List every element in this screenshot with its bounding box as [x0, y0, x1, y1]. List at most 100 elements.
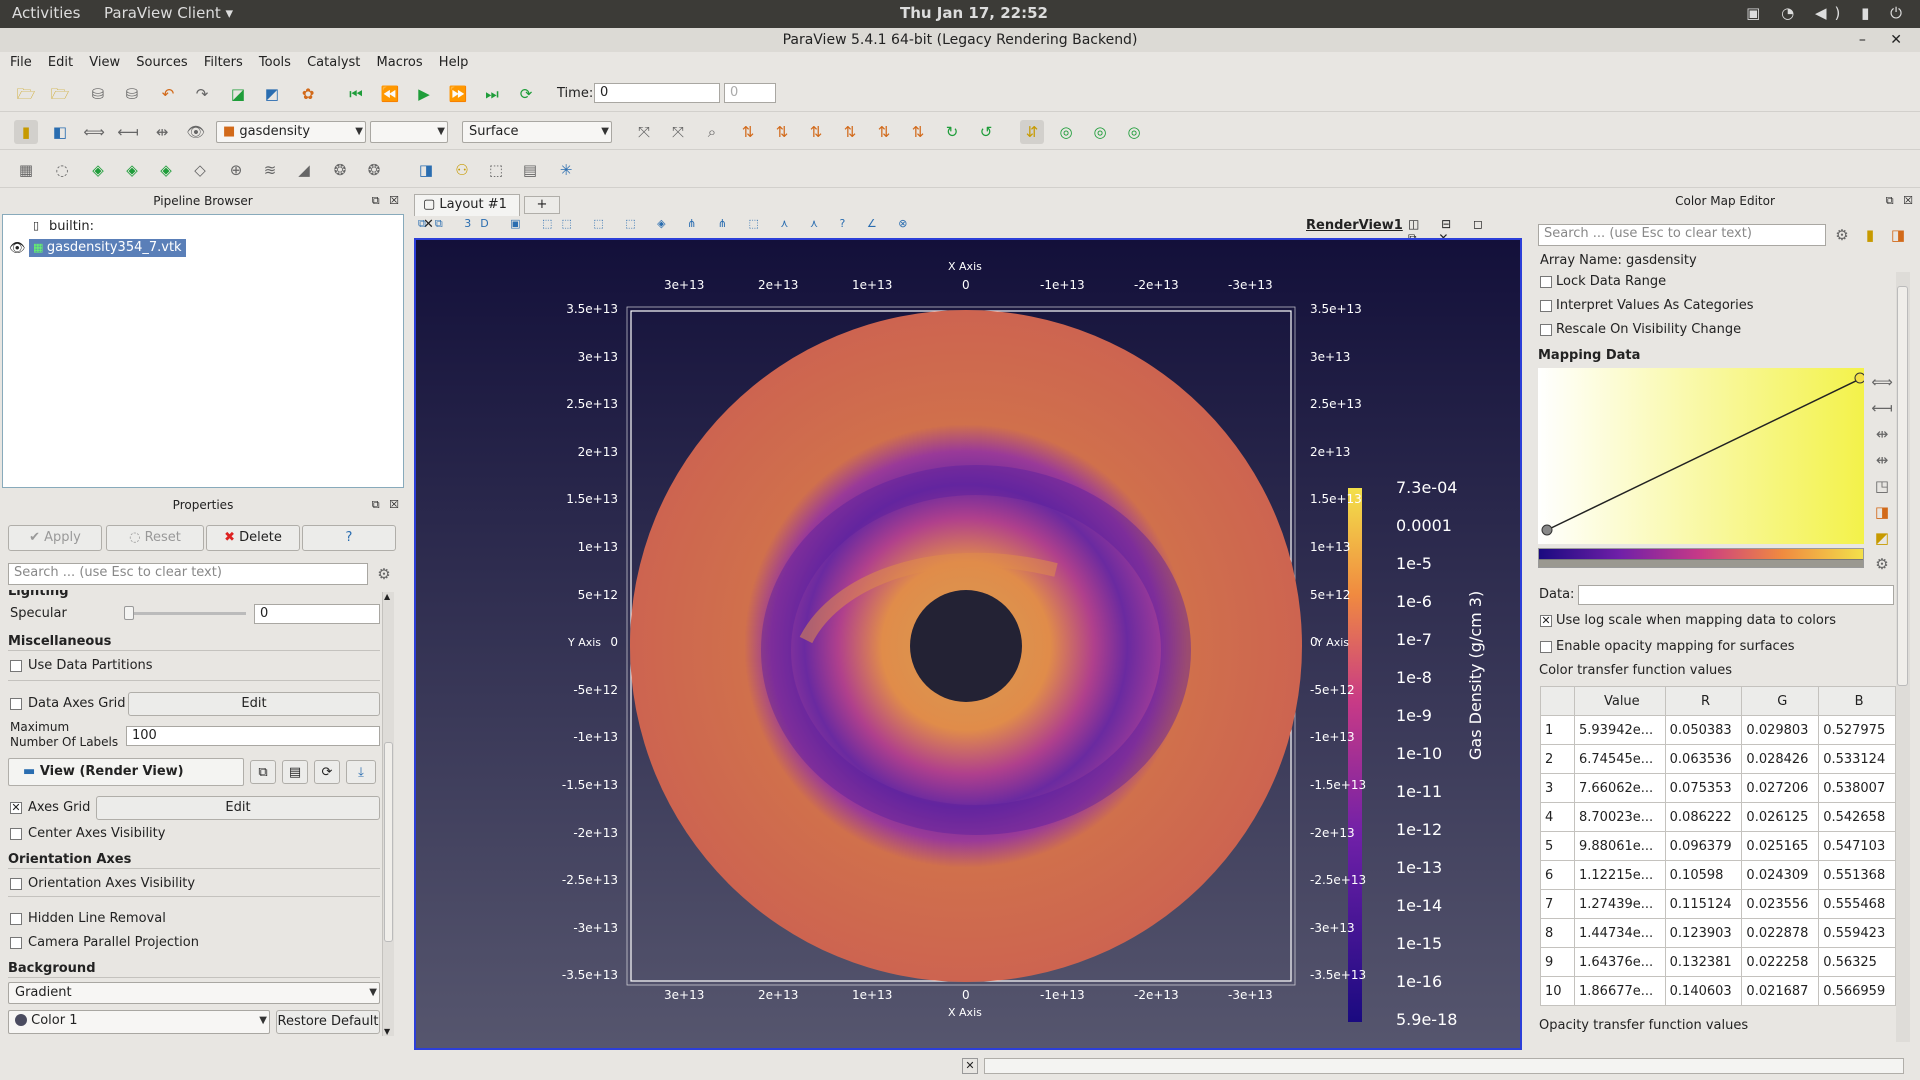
- value-cell[interactable]: 8.70023e...: [1574, 802, 1666, 832]
- panel-float-close-icons[interactable]: ⧉ ☒: [1885, 194, 1916, 207]
- r-cell[interactable]: 0.063536: [1664, 744, 1743, 774]
- categories-checkbox[interactable]: [1540, 300, 1552, 312]
- center-pick-icon[interactable]: ◎: [1059, 123, 1073, 141]
- scroll-thumb[interactable]: [1897, 286, 1908, 686]
- app-menu[interactable]: ParaView Client ▾: [104, 4, 234, 22]
- disconnect-icon[interactable]: ⛁: [125, 85, 139, 103]
- next-frame-icon[interactable]: ⏩: [448, 85, 468, 103]
- g-cell[interactable]: 0.029803: [1741, 715, 1820, 745]
- axes-grid-edit-button[interactable]: Edit: [96, 796, 380, 820]
- specular-slider[interactable]: [124, 606, 246, 620]
- advanced-gear-icon[interactable]: ⚙: [1875, 555, 1889, 573]
- restore-icon[interactable]: ⟳: [314, 760, 340, 784]
- warp-icon[interactable]: ◢: [298, 161, 310, 179]
- b-cell[interactable]: 0.551368: [1818, 860, 1896, 890]
- table-row[interactable]: 9 1.64376e... 0.132381 0.022258 0.56325: [1540, 947, 1896, 977]
- properties-search-input[interactable]: Search ... (use Esc to clear text): [8, 563, 368, 585]
- value-cell[interactable]: 9.88061e...: [1574, 831, 1666, 861]
- first-frame-icon[interactable]: ⏮: [349, 85, 363, 103]
- g-cell[interactable]: 0.022878: [1741, 918, 1820, 948]
- properties-scrollbar[interactable]: ▲ ▼: [382, 592, 394, 1036]
- column-header[interactable]: G: [1741, 686, 1820, 716]
- slider-handle[interactable]: [124, 606, 134, 620]
- undo-icon[interactable]: ↶: [161, 85, 175, 103]
- rescale-visible-range-icon[interactable]: ⇹: [1875, 451, 1889, 469]
- pipeline-root[interactable]: builtin:: [49, 219, 95, 234]
- rescale-custom-range-icon[interactable]: ⟻: [1871, 399, 1893, 417]
- value-cell[interactable]: 1.44734e...: [1574, 918, 1666, 948]
- representation-select[interactable]: Surface ▼: [462, 121, 612, 143]
- background-select[interactable]: Gradient ▼: [8, 982, 380, 1004]
- system-tray[interactable]: ▣ ◔ ◀) ▮ ⏻: [1746, 4, 1910, 22]
- g-cell[interactable]: 0.021687: [1741, 976, 1820, 1006]
- stream-tracer-icon[interactable]: ≋: [263, 161, 277, 179]
- save-default-icon[interactable]: ⤓: [346, 760, 376, 784]
- scroll-up-icon[interactable]: ▲: [384, 592, 391, 601]
- clip-icon[interactable]: ◈: [92, 161, 104, 179]
- cmap-scrollbar[interactable]: [1896, 272, 1910, 1042]
- lock-range-checkbox[interactable]: [1540, 276, 1552, 288]
- apply-button[interactable]: ✔ Apply: [8, 525, 102, 551]
- max-labels-input[interactable]: 100: [126, 726, 380, 746]
- value-cell[interactable]: 1.64376e...: [1574, 947, 1666, 977]
- data-axes-grid-checkbox[interactable]: [10, 698, 22, 710]
- b-cell[interactable]: 0.559423: [1818, 918, 1896, 948]
- r-cell[interactable]: 0.075353: [1664, 773, 1743, 803]
- column-header[interactable]: B: [1818, 686, 1896, 716]
- cmap-search-input[interactable]: Search ... (use Esc to clear text): [1538, 224, 1826, 246]
- menu-filters[interactable]: Filters: [203, 55, 243, 70]
- table-row[interactable]: 2 6.74545e... 0.063536 0.028426 0.533124: [1540, 744, 1896, 774]
- color-array-select[interactable]: ■ gasdensity ▼: [216, 121, 366, 143]
- value-cell[interactable]: 7.66062e...: [1574, 773, 1666, 803]
- use-partitions-checkbox[interactable]: [10, 660, 22, 672]
- rotate-plus-90-icon[interactable]: ↻: [945, 123, 959, 141]
- gear-icon[interactable]: ⚙: [1835, 226, 1849, 244]
- snowflake-icon[interactable]: ✳: [559, 161, 573, 179]
- specular-input[interactable]: 0: [254, 604, 380, 624]
- histogram-icon[interactable]: ▤: [522, 161, 538, 179]
- group-icon[interactable]: ❂: [333, 161, 347, 179]
- clock[interactable]: Thu Jan 17, 22:52: [900, 4, 1048, 22]
- paste-icon[interactable]: ▤: [282, 760, 308, 784]
- view-minus-y-icon[interactable]: ⇅: [843, 123, 857, 141]
- view-minus-z-icon[interactable]: ⇅: [911, 123, 925, 141]
- palette-icon[interactable]: ✿: [301, 85, 315, 103]
- color-transfer-table[interactable]: Value R G B 1 5.93942e... 0.050383 0.029803…: [1540, 686, 1896, 1006]
- color-legend-icon[interactable]: ▮: [14, 120, 38, 144]
- camera-parallel-checkbox[interactable]: [10, 937, 22, 949]
- threshold-icon[interactable]: ◈: [160, 161, 172, 179]
- rescale-temporal-icon[interactable]: ⇹: [155, 123, 169, 141]
- menu-macros[interactable]: Macros: [376, 55, 423, 70]
- r-cell[interactable]: 0.10598: [1664, 860, 1743, 890]
- close-icon[interactable]: ✕: [423, 217, 434, 232]
- column-header[interactable]: R: [1664, 686, 1743, 716]
- time-input[interactable]: 0: [594, 83, 720, 103]
- panel-float-close-icons[interactable]: ⧉ ☒: [371, 498, 402, 511]
- data-value-input[interactable]: [1578, 585, 1894, 605]
- r-cell[interactable]: 0.132381: [1664, 947, 1743, 977]
- menu-sources[interactable]: Sources: [136, 55, 188, 70]
- menu-view[interactable]: View: [89, 55, 121, 70]
- time-index-spinbox[interactable]: 0: [724, 83, 776, 103]
- zoom-to-box-icon[interactable]: ⌕: [707, 123, 717, 141]
- table-row[interactable]: 6 1.12215e... 0.10598 0.024309 0.551368: [1540, 860, 1896, 890]
- r-cell[interactable]: 0.140603: [1664, 976, 1743, 1006]
- colormap-preset-icon[interactable]: ▮: [1865, 226, 1875, 244]
- render-view[interactable]: X Axis X Axis Y Axis Y Axis 3e+13 2e+13 …: [414, 238, 1522, 1050]
- column-header[interactable]: Value: [1574, 686, 1666, 716]
- save-preset-icon[interactable]: ◩: [1874, 529, 1890, 547]
- b-cell[interactable]: 0.547103: [1818, 831, 1896, 861]
- choose-preset-icon[interactable]: ◨: [1874, 503, 1890, 521]
- help-button[interactable]: ?: [302, 525, 396, 551]
- extract-level-icon[interactable]: ❂: [367, 161, 381, 179]
- previous-frame-icon[interactable]: ⏪: [380, 85, 400, 103]
- opacity-editor[interactable]: [1538, 368, 1864, 544]
- g-cell[interactable]: 0.027206: [1741, 773, 1820, 803]
- rescale-visible-icon[interactable]: 👁: [186, 123, 206, 141]
- center-axes-checkbox[interactable]: [10, 828, 22, 840]
- selection-tool-icons[interactable]: ⧉⧉ 3D ▣ ⬚⬚ ⬚ ⬚ ◈ ⋔ ⋔ ⬚ ⋏ ⋏ ? ∠ ⊗: [418, 217, 917, 230]
- reset-button[interactable]: ◌ Reset: [106, 525, 204, 551]
- value-cell[interactable]: 1.27439e...: [1574, 889, 1666, 919]
- component-select[interactable]: ▼: [370, 121, 448, 143]
- axes-grid-checkbox[interactable]: ✕: [10, 801, 22, 814]
